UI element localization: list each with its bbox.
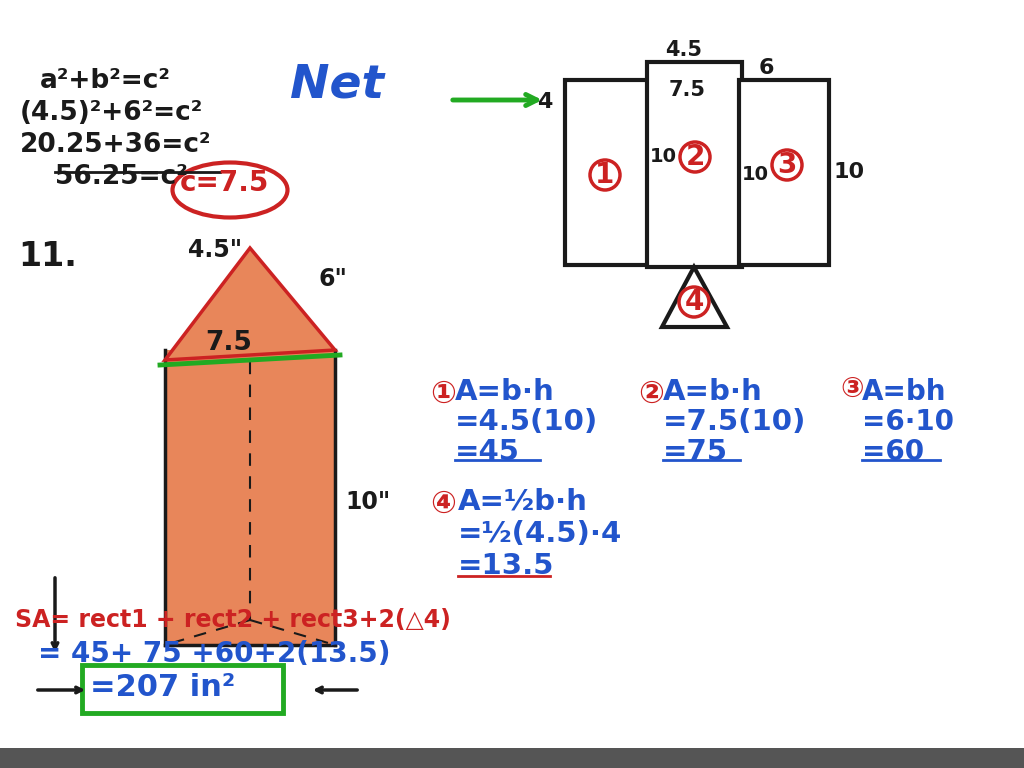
Text: ③: ③	[840, 375, 863, 403]
Text: c=7.5: c=7.5	[180, 169, 269, 197]
Bar	[565, 80, 650, 265]
Text: A=b·h: A=b·h	[663, 378, 763, 406]
Text: 7.5: 7.5	[669, 80, 706, 100]
Text: A=bh: A=bh	[862, 378, 946, 406]
Text: = 45+ 75 +60+2(13.5): = 45+ 75 +60+2(13.5)	[38, 640, 390, 668]
Text: A=b·h: A=b·h	[455, 378, 555, 406]
Text: 4: 4	[684, 288, 703, 316]
Text: 3: 3	[777, 151, 797, 179]
Text: =½(4.5)·4: =½(4.5)·4	[458, 520, 623, 548]
Text: 1: 1	[595, 161, 614, 189]
Text: 2: 2	[685, 143, 705, 171]
Text: 10": 10"	[345, 490, 390, 514]
Text: ②: ②	[638, 380, 664, 409]
Bar	[647, 62, 742, 267]
Text: 10: 10	[834, 162, 865, 182]
Polygon shape	[662, 267, 727, 327]
Text: 6": 6"	[318, 267, 347, 291]
Text: 4: 4	[537, 92, 552, 112]
Text: ①: ①	[430, 380, 456, 409]
Text: (4.5)²+6²=c²: (4.5)²+6²=c²	[20, 100, 203, 126]
Text: 20.25+36=c²: 20.25+36=c²	[20, 132, 212, 158]
Text: 10: 10	[650, 147, 677, 166]
Text: 10: 10	[742, 165, 769, 184]
Text: 7.5: 7.5	[205, 330, 252, 356]
Text: Net: Net	[290, 62, 384, 107]
Bar	[0, 748, 1024, 768]
Bar	[739, 80, 829, 265]
Text: =60: =60	[862, 438, 924, 466]
Text: ④: ④	[430, 490, 456, 519]
Text: a²+b²=c²: a²+b²=c²	[40, 68, 171, 94]
Text: 6: 6	[759, 58, 774, 78]
Text: A=½b·h: A=½b·h	[458, 488, 588, 516]
Text: =13.5: =13.5	[458, 552, 554, 580]
Text: 11.: 11.	[18, 240, 77, 273]
Text: =207 in²: =207 in²	[90, 673, 236, 702]
Text: =6·10: =6·10	[862, 408, 954, 436]
FancyBboxPatch shape	[165, 350, 335, 645]
Text: SA= rect1 + rect2 + rect3+2(△4): SA= rect1 + rect2 + rect3+2(△4)	[15, 608, 451, 632]
FancyBboxPatch shape	[82, 665, 283, 713]
Text: =4.5(10): =4.5(10)	[455, 408, 598, 436]
Text: 4.5: 4.5	[665, 40, 702, 60]
Text: =7.5(10): =7.5(10)	[663, 408, 806, 436]
Polygon shape	[165, 248, 335, 360]
Text: 56.25=c²: 56.25=c²	[55, 164, 187, 190]
Text: 4.5": 4.5"	[188, 238, 242, 262]
Text: =75: =75	[663, 438, 728, 466]
Text: =45: =45	[455, 438, 520, 466]
